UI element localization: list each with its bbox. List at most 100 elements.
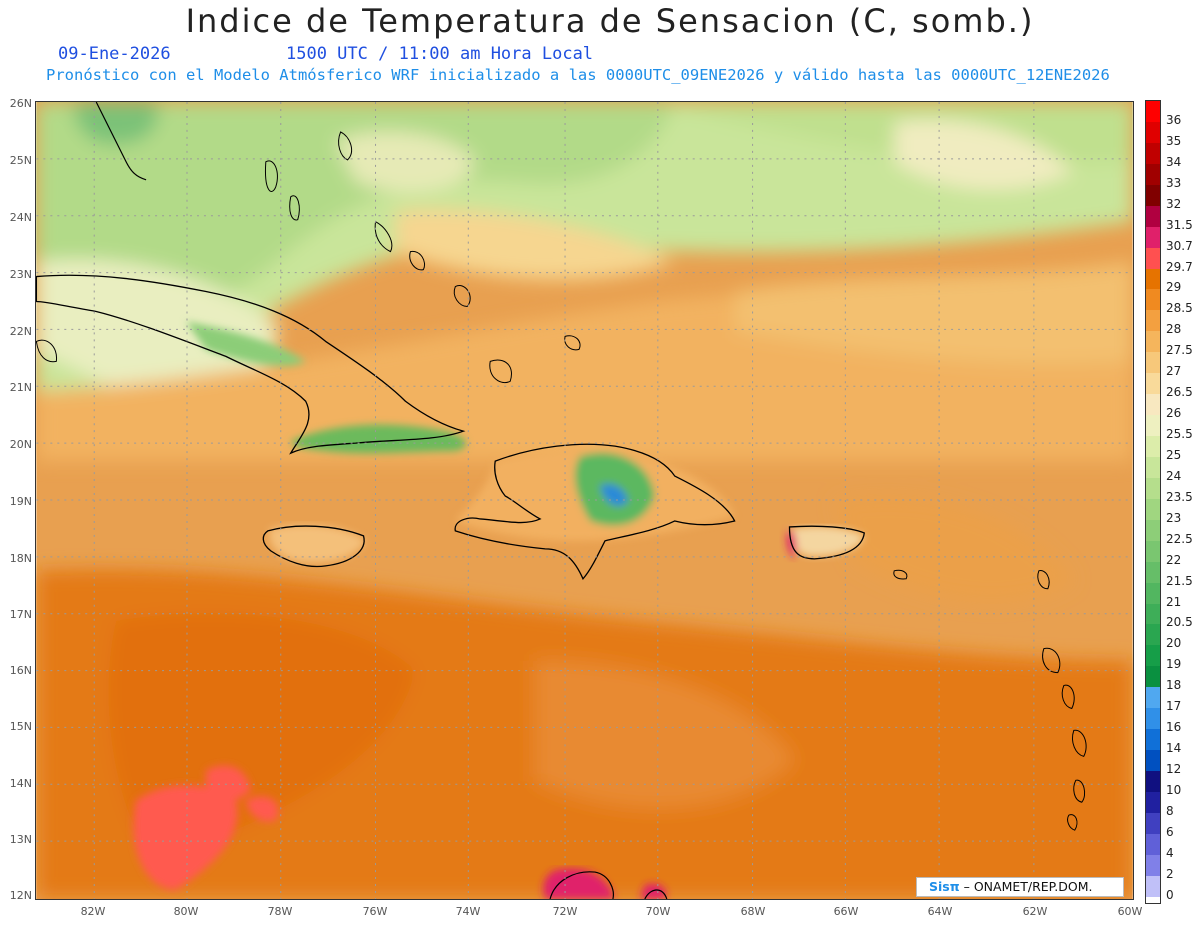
colorbar-swatch — [1146, 875, 1160, 898]
colorbar-swatch — [1146, 331, 1160, 353]
colorbar-swatch — [1146, 708, 1160, 730]
colorbar-swatch — [1146, 666, 1160, 688]
lon-label: 78W — [267, 905, 293, 918]
colorbar-swatch — [1146, 373, 1160, 395]
lat-label: 13N — [9, 833, 32, 846]
colorbar-label: 30.7 — [1166, 238, 1193, 253]
colorbar-label: 23.5 — [1166, 489, 1193, 504]
colorbar-label: 21 — [1166, 594, 1182, 609]
colorbar-swatch — [1146, 812, 1160, 835]
colorbar-label: 10 — [1166, 782, 1182, 797]
colorbar-label: 28 — [1166, 322, 1182, 337]
colorbar-label: 24 — [1166, 468, 1182, 483]
lat-label: 18N — [9, 552, 32, 565]
colorbar-swatch — [1146, 163, 1160, 186]
colorbar-swatch — [1146, 582, 1160, 605]
colorbar-label: 33 — [1166, 175, 1182, 190]
colorbar-label: 22.5 — [1166, 531, 1193, 546]
colorbar-swatch — [1146, 771, 1160, 793]
colorbar-swatch — [1146, 477, 1160, 500]
colorbar-label: 14 — [1166, 741, 1182, 756]
credit-brand: Sisπ — [929, 879, 960, 894]
colorbar-swatch — [1146, 142, 1160, 165]
credit-box: Sisπ – ONAMET/REP.DOM. — [916, 877, 1124, 897]
colorbar-swatch — [1146, 540, 1160, 563]
colorbar-label: 17 — [1166, 699, 1182, 714]
colorbar-label: 23 — [1166, 510, 1182, 525]
colorbar-swatch — [1146, 519, 1160, 542]
colorbar-swatch — [1146, 436, 1160, 458]
colorbar-swatch — [1146, 750, 1160, 772]
colorbar-label: 12 — [1166, 762, 1182, 776]
credit-text: – ONAMET/REP.DOM. — [963, 879, 1093, 894]
colorbar-swatch — [1146, 289, 1160, 311]
colorbar-label: 26.5 — [1166, 385, 1193, 400]
colorbar-swatch — [1146, 101, 1160, 123]
colorbar-label: 32 — [1166, 196, 1182, 211]
lon-label: 64W — [927, 905, 953, 918]
colorbar-label: 25.5 — [1166, 427, 1193, 441]
colorbar-label: 34 — [1166, 154, 1182, 169]
colorbar-swatch — [1146, 645, 1160, 667]
lat-label: 24N — [9, 211, 32, 224]
colorbar-label: 27.5 — [1166, 343, 1193, 358]
colorbar-swatch — [1146, 791, 1160, 814]
colorbar-swatch — [1146, 729, 1160, 751]
colorbar-label: 16 — [1166, 720, 1182, 735]
lon-label: 66W — [833, 905, 859, 918]
colorbar-label: 2 — [1166, 866, 1174, 881]
lat-label: 14N — [9, 777, 32, 790]
colorbar-label: 19 — [1166, 657, 1182, 672]
colorbar-swatch — [1146, 268, 1160, 291]
colorbar-label: 36 — [1166, 112, 1182, 127]
colorbar-swatch — [1146, 226, 1160, 249]
lat-label: 17N — [9, 608, 32, 621]
lon-label: 70W — [645, 905, 671, 918]
temperature-map — [35, 101, 1134, 900]
colorbar-swatch — [1146, 121, 1160, 144]
colorbar-label: 6 — [1166, 824, 1174, 839]
lat-label: 25N — [9, 154, 32, 167]
colorbar-label: 25 — [1166, 447, 1182, 462]
lon-label: 60W — [1117, 905, 1143, 918]
colorbar-label: 28.5 — [1166, 301, 1193, 316]
lat-label: 16N — [9, 664, 32, 677]
forecast-time: 1500 UTC / 11:00 am Hora Local — [286, 44, 594, 64]
lon-label: 80W — [173, 905, 199, 918]
lat-label: 20N — [9, 438, 32, 451]
colorbar-swatch — [1146, 498, 1160, 521]
colorbar-label: 22 — [1166, 552, 1182, 567]
lat-label: 12N — [9, 889, 32, 902]
colorbar-label: 31.5 — [1166, 217, 1193, 232]
lon-label: 82W — [80, 905, 106, 918]
colorbar-swatch — [1146, 624, 1160, 646]
forecast-date: 09-Ene-2026 — [58, 44, 171, 64]
islands — [36, 102, 1087, 899]
colorbar-swatch — [1146, 205, 1160, 228]
lat-label: 21N — [9, 381, 32, 394]
lon-label: 62W — [1022, 905, 1048, 918]
colorbar-swatch — [1146, 310, 1160, 332]
colorbar-swatch — [1146, 352, 1160, 374]
colorbar-swatch — [1146, 394, 1160, 416]
graticule — [36, 102, 1133, 899]
colorbar-swatch — [1146, 561, 1160, 584]
colorbar-label: 18 — [1166, 678, 1182, 693]
lon-label: 68W — [740, 905, 766, 918]
colorbar-swatch — [1146, 415, 1160, 437]
colorbar-label: 21.5 — [1166, 573, 1193, 588]
colorbar-label: 4 — [1166, 845, 1174, 860]
colorbar-label: 0 — [1166, 887, 1174, 902]
temperature-field — [36, 102, 1133, 899]
lat-label: 22N — [9, 325, 32, 338]
colorbar-label: 8 — [1166, 803, 1174, 818]
lat-label: 15N — [9, 720, 32, 733]
colorbar-swatch — [1146, 603, 1160, 626]
colorbar-label: 35 — [1166, 133, 1182, 148]
hot-pockets — [133, 765, 279, 891]
lat-label: 19N — [9, 495, 32, 508]
colorbar-label: 29 — [1166, 280, 1182, 295]
lon-label: 74W — [455, 905, 481, 918]
colorbar-swatch — [1146, 247, 1160, 270]
colorbar-swatch — [1146, 833, 1160, 856]
